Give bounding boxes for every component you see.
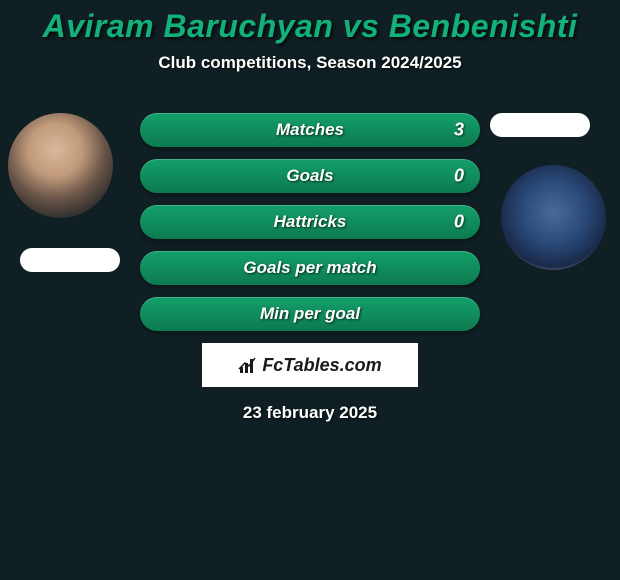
stat-value: 0 <box>454 166 464 187</box>
stat-label: Min per goal <box>260 304 360 324</box>
date-text: 23 february 2025 <box>0 403 620 423</box>
stat-row-hattricks: Hattricks 0 <box>140 205 480 239</box>
stat-label: Matches <box>276 120 344 140</box>
stat-label: Goals per match <box>243 258 376 278</box>
stat-row-goals: Goals 0 <box>140 159 480 193</box>
player2-avatar <box>501 165 606 270</box>
comparison-title: Aviram Baruchyan vs Benbenishti <box>0 0 620 45</box>
player2-club-badge <box>490 113 590 137</box>
stat-value: 3 <box>454 120 464 141</box>
season-subtitle: Club competitions, Season 2024/2025 <box>0 53 620 73</box>
brand-box: FcTables.com <box>202 343 418 387</box>
stats-list: Matches 3 Goals 0 Hattricks 0 Goals per … <box>140 113 480 331</box>
stat-label: Hattricks <box>274 212 347 232</box>
content-area: Matches 3 Goals 0 Hattricks 0 Goals per … <box>0 113 620 423</box>
player1-club-badge <box>20 248 120 272</box>
stat-row-goals-per-match: Goals per match <box>140 251 480 285</box>
player1-avatar <box>8 113 113 218</box>
bar-chart-icon <box>238 355 258 375</box>
stat-row-min-per-goal: Min per goal <box>140 297 480 331</box>
stat-label: Goals <box>286 166 333 186</box>
stat-row-matches: Matches 3 <box>140 113 480 147</box>
stat-value: 0 <box>454 212 464 233</box>
brand-text: FcTables.com <box>262 355 381 376</box>
